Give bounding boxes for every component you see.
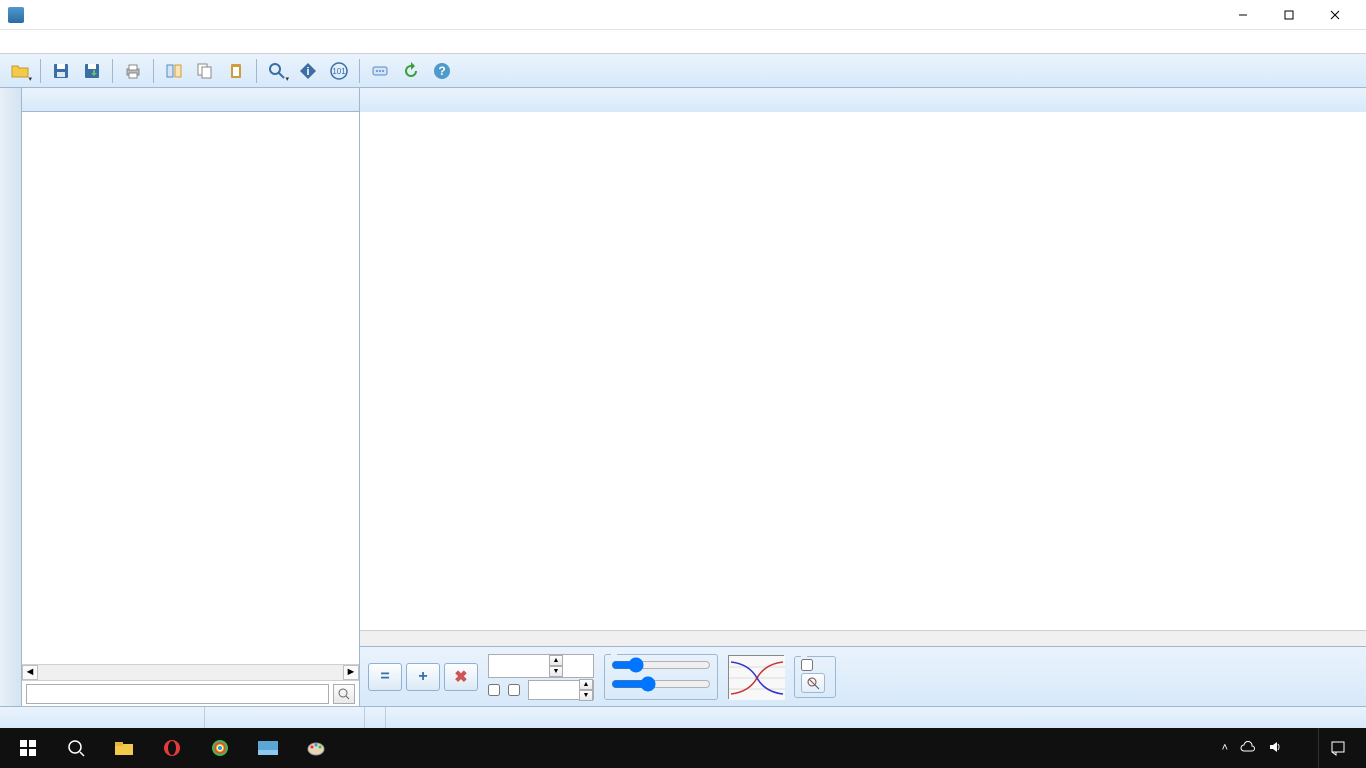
right-panel: = + ✖ ▲▼ ▲▼ [360, 88, 1366, 706]
close-button[interactable] [1312, 0, 1358, 30]
svg-text:101: 101 [332, 67, 346, 76]
taskbar: ˄ [0, 728, 1366, 768]
explorer-taskbar-button[interactable] [100, 728, 148, 768]
refresh-button[interactable] [397, 57, 425, 85]
paint-taskbar-button[interactable] [292, 728, 340, 768]
menubar [0, 30, 1366, 54]
left-tab-strip [22, 88, 359, 112]
status-ecu [0, 707, 205, 728]
multiply-button[interactable]: ✖ [444, 663, 478, 691]
value-up-button[interactable]: ▲ [549, 655, 563, 666]
minimize-button[interactable] [1220, 0, 1266, 30]
status-file [205, 707, 365, 728]
value-input[interactable] [489, 655, 549, 677]
search-input[interactable] [26, 684, 329, 704]
tray-cloud-icon[interactable] [1240, 741, 1256, 756]
search-go-button[interactable] [333, 684, 355, 704]
left-panel: ◄► [22, 88, 360, 706]
app1-taskbar-button[interactable] [244, 728, 292, 768]
percent-checkbox[interactable] [488, 684, 500, 696]
tray-volume-icon[interactable] [1268, 740, 1282, 757]
copy-button[interactable] [191, 57, 219, 85]
options-group [794, 656, 836, 698]
statusbar [0, 706, 1366, 728]
value-down-button[interactable]: ▼ [549, 666, 563, 677]
hex-button[interactable]: 101 [325, 57, 353, 85]
smoothing-group [604, 654, 718, 700]
right-tab-strip [360, 88, 1366, 112]
tree-hscrollbar[interactable]: ◄► [22, 664, 359, 680]
print-button[interactable] [119, 57, 147, 85]
smoothing-slider-2[interactable] [611, 676, 711, 692]
equals-button[interactable]: = [368, 663, 402, 691]
relative-value-input[interactable] [529, 681, 579, 699]
curve-preview [728, 655, 784, 699]
svg-text:i: i [306, 66, 309, 78]
save-button[interactable] [47, 57, 75, 85]
maximize-button[interactable] [1266, 0, 1312, 30]
cancel-zoom-button[interactable] [801, 673, 825, 693]
paste-button[interactable] [222, 57, 250, 85]
search-button[interactable]: ▾ [263, 57, 291, 85]
toolbar: ▾ ▾ i 101 ? [0, 54, 1366, 88]
chart-hscrollbar[interactable] [360, 630, 1366, 646]
rel-up-button[interactable]: ▲ [579, 679, 593, 690]
open-button[interactable]: ▾ [6, 57, 34, 85]
relative-checkbox[interactable] [508, 684, 520, 696]
plus-button[interactable]: + [406, 663, 440, 691]
control-strip: = + ✖ ▲▼ ▲▼ [360, 646, 1366, 706]
connect-button[interactable] [366, 57, 394, 85]
search-taskbar-button[interactable] [52, 728, 100, 768]
tray-chevron-icon[interactable]: ˄ [1222, 742, 1228, 754]
info-button[interactable]: i [294, 57, 322, 85]
calibration-tree[interactable] [22, 112, 359, 664]
value-input-box[interactable]: ▲▼ [488, 654, 594, 678]
chrome-taskbar-button[interactable] [196, 728, 244, 768]
smoothing-slider-1[interactable] [611, 657, 711, 673]
svg-text:?: ? [438, 64, 445, 78]
status-coord [365, 707, 386, 728]
vertical-tabs [0, 88, 22, 706]
chart-area [360, 112, 1366, 630]
rel-down-button[interactable]: ▼ [579, 690, 593, 701]
showall-checkbox[interactable] [801, 659, 813, 671]
opera-taskbar-button[interactable] [148, 728, 196, 768]
chart-svg[interactable] [370, 124, 1356, 606]
help-button[interactable]: ? [428, 57, 456, 85]
start-button[interactable] [4, 728, 52, 768]
app-icon [8, 7, 24, 23]
tray-notifications-button[interactable] [1318, 728, 1356, 768]
titlebar [0, 0, 1366, 30]
saveas-button[interactable] [78, 57, 106, 85]
compare-button[interactable] [160, 57, 188, 85]
